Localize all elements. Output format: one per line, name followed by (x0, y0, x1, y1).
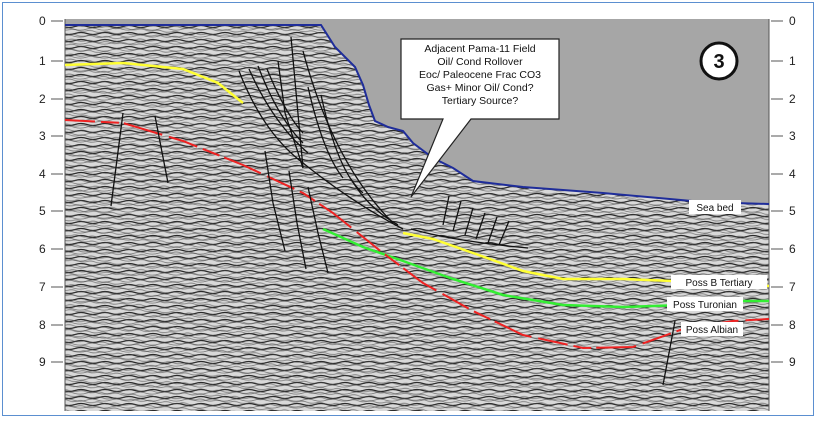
callout-line-4: Gas+ Minor Oil/ Cond? (426, 82, 533, 94)
fault-lines (110, 36, 676, 386)
callout-line-3: Eoc/ Paleocene Frac CO3 (419, 69, 541, 81)
left-tick-6: 6 (39, 242, 46, 256)
sea-bed-label: Sea bed (696, 203, 733, 214)
right-tick-8: 8 (789, 318, 796, 332)
left-tick-1: 1 (39, 54, 46, 68)
right-tick-7: 7 (789, 280, 796, 294)
right-tick-2: 2 (789, 92, 796, 106)
seismic-section: 0 1 2 3 4 5 6 7 8 9 0 1 2 3 4 5 (39, 14, 796, 411)
left-tick-7: 7 (39, 280, 46, 294)
tertiary-label: Poss B Tertiary (685, 278, 752, 289)
left-tick-3: 3 (39, 129, 46, 143)
left-tick-8: 8 (39, 318, 46, 332)
callout-line-5: Tertiary Source? (442, 95, 519, 107)
right-tick-1: 1 (789, 54, 796, 68)
right-tick-5: 5 (789, 204, 796, 218)
left-tick-0: 0 (39, 14, 46, 28)
left-tick-9: 9 (39, 355, 46, 369)
albian-label: Poss Albian (686, 325, 738, 336)
label-poss-albian: Poss Albian (681, 322, 743, 336)
right-tick-3: 3 (789, 129, 796, 143)
left-depth-axis: 0 1 2 3 4 5 6 7 8 9 (39, 14, 66, 411)
right-tick-4: 4 (789, 167, 796, 181)
figure-frame: 0 1 2 3 4 5 6 7 8 9 0 1 2 3 4 5 (2, 2, 814, 416)
left-tick-5: 5 (39, 204, 46, 218)
callout-line-2: Oil/ Cond Rollover (437, 56, 523, 68)
right-depth-axis: 0 1 2 3 4 5 6 7 8 9 (768, 14, 796, 411)
callout-line-1: Adjacent Pama-11 Field (424, 43, 535, 55)
label-poss-turonian: Poss Turonian (667, 297, 743, 311)
badge-number: 3 (713, 51, 724, 73)
right-tick-0: 0 (789, 14, 796, 28)
left-tick-2: 2 (39, 92, 46, 106)
sea-bed-line (65, 24, 770, 205)
left-tick-4: 4 (39, 167, 46, 181)
label-sea-bed: Sea bed (689, 200, 741, 214)
number-badge: 3 (699, 41, 739, 81)
callout-bubble: Adjacent Pama-11 Field Oil/ Cond Rollove… (400, 38, 560, 198)
right-tick-9: 9 (789, 355, 796, 369)
turonian-label: Poss Turonian (673, 300, 737, 311)
label-poss-b-tertiary: Poss B Tertiary (671, 275, 767, 289)
right-tick-6: 6 (789, 242, 796, 256)
albian-horizon (64, 119, 770, 350)
